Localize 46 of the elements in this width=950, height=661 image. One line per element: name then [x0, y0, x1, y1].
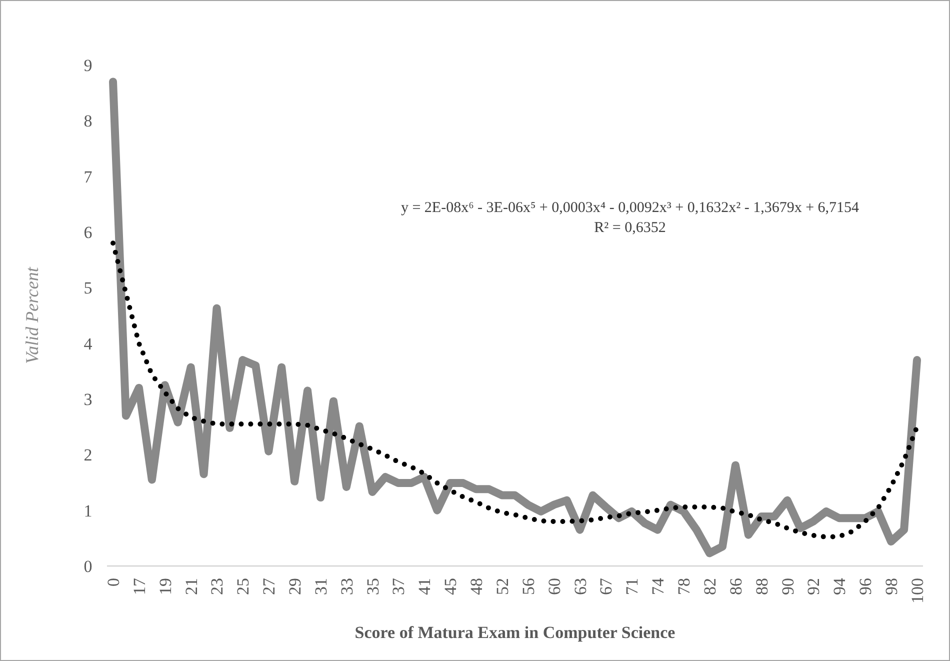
x-tick-label: 88 [752, 578, 772, 595]
y-tick-label: 8 [84, 112, 92, 131]
x-tick-label: 56 [518, 578, 538, 595]
x-tick-label: 41 [415, 578, 434, 595]
y-tick-label: 9 [84, 56, 92, 75]
x-tick-label: 45 [441, 578, 460, 595]
x-tick-label: 31 [311, 578, 330, 595]
x-tick-label: 52 [492, 578, 512, 595]
x-tick-label: 27 [260, 578, 279, 595]
y-tick-label: 4 [84, 334, 93, 354]
y-tick-label: 6 [84, 222, 92, 242]
y-axis-title: Valid Percent [22, 266, 42, 364]
y-tick-label: 3 [84, 390, 92, 409]
x-tick-label: 35 [363, 578, 382, 595]
x-tick-label: 33 [337, 578, 356, 595]
x-tick-label: 71 [622, 578, 642, 595]
x-tick-label: 90 [778, 578, 798, 595]
x-tick-label: 19 [156, 578, 175, 595]
y-tick-label: 5 [84, 278, 92, 298]
x-tick-label: 67 [596, 578, 616, 595]
x-tick-label: 60 [544, 578, 564, 595]
y-tick-label: 1 [84, 501, 92, 520]
x-tick-label: 25 [234, 578, 253, 595]
x-axis-title: Score of Matura Exam in Computer Science [354, 623, 676, 642]
x-tick-label: 21 [182, 578, 201, 595]
y-tick-label: 0 [84, 556, 92, 576]
y-tick-label: 7 [84, 167, 93, 186]
x-tick-label: 0 [104, 578, 123, 586]
x-tick-label: 74 [648, 578, 668, 595]
x-tick-label: 23 [208, 578, 227, 595]
x-tick-label: 86 [726, 578, 746, 595]
x-tick-label: 98 [882, 578, 902, 595]
x-tick-label: 29 [286, 578, 304, 595]
x-tick-label: 82 [700, 578, 720, 595]
x-tick-label: 37 [389, 578, 408, 595]
x-tick-label: 78 [674, 578, 694, 595]
x-tick-label: 63 [570, 578, 590, 595]
y-tick-label: 2 [84, 446, 92, 465]
x-tick-label: 17 [130, 578, 149, 595]
x-tick-label: 100 [908, 578, 927, 604]
x-tick-label: 48 [467, 578, 486, 595]
x-tick-label: 92 [804, 578, 824, 595]
annotation: y = 2E-08x⁶ - 3E-06x⁵ + 0,0003x⁴ - 0,0092x³ + 0,1632x² - 1,3679x + 6,7154 [400, 200, 860, 216]
x-tick-label: 94 [830, 578, 850, 595]
annotation: R² = 0,6352 [594, 220, 666, 236]
x-tick-label: 96 [856, 578, 876, 595]
